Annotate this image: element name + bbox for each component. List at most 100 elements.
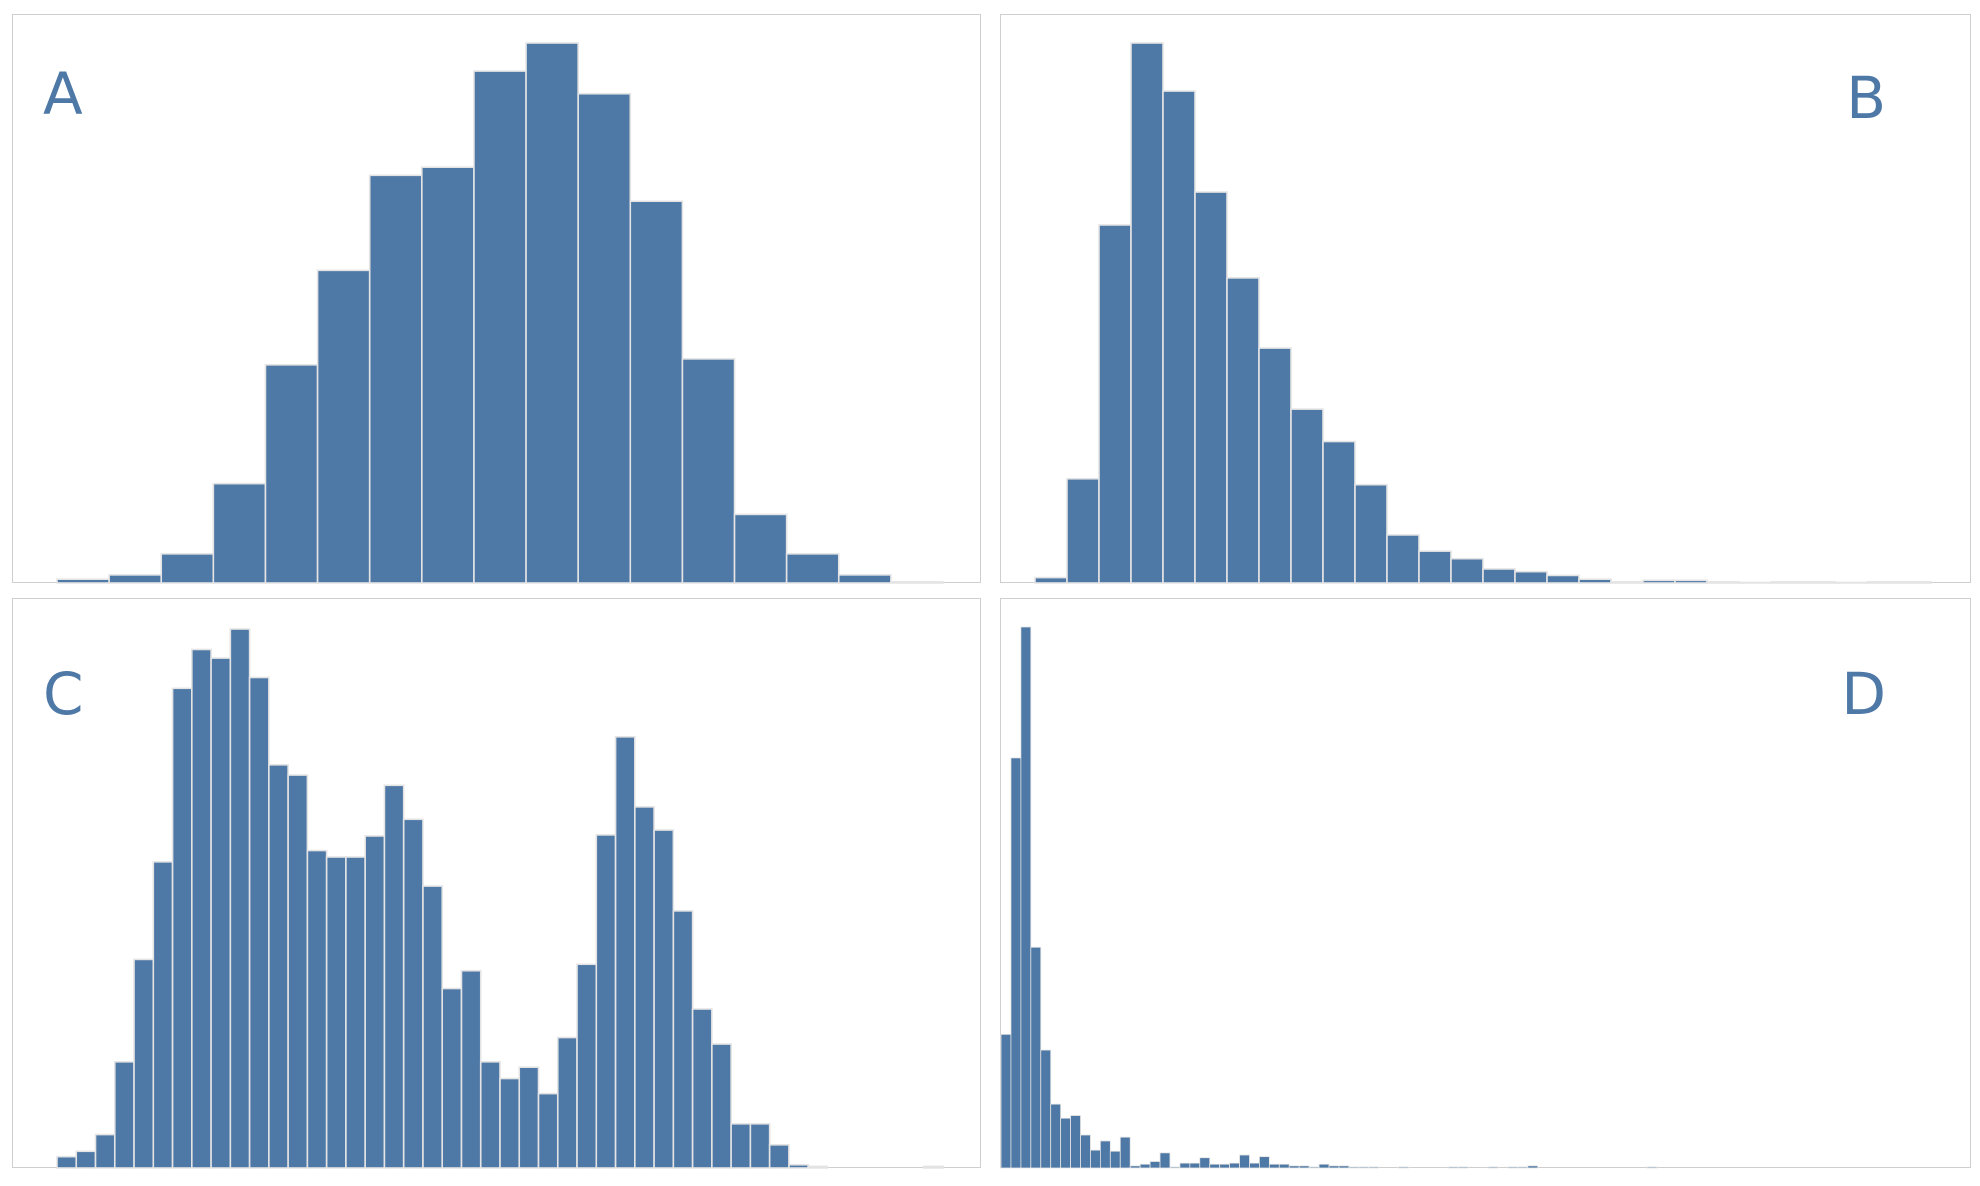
histogram-b-bar <box>1322 440 1356 584</box>
histogram-a-bar <box>160 553 215 584</box>
histogram-b-bar <box>1514 570 1548 584</box>
histogram-b-bar <box>1066 477 1100 584</box>
histogram-a-bar <box>56 578 110 584</box>
histogram-b-bar <box>1482 568 1516 584</box>
histogram-panel-d: D <box>1000 598 1971 1169</box>
histogram-d-bar <box>1298 1165 1310 1169</box>
histogram-a-bar <box>368 174 423 584</box>
histogram-c-bar <box>345 856 366 1169</box>
histogram-d-bar <box>1010 757 1022 1169</box>
histogram-a-bar <box>785 553 840 584</box>
histogram-c-bar <box>383 784 405 1169</box>
histogram-d-bar <box>1239 1154 1250 1169</box>
histogram-d-bar <box>1457 1166 1469 1169</box>
histogram-b-bar <box>1162 90 1196 584</box>
histogram-panel-c: C <box>12 598 981 1169</box>
histogram-b-bar <box>1770 581 1804 584</box>
histogram-c-bar <box>75 1150 97 1169</box>
histogram-c-bar <box>210 657 232 1169</box>
histogram-c-bar <box>518 1066 540 1169</box>
histogram-a-bar <box>316 269 371 584</box>
histogram-c-bar <box>402 818 424 1169</box>
histogram-c-bar <box>807 1165 829 1169</box>
histogram-c-bar <box>364 835 386 1169</box>
histogram-b-bar <box>1706 581 1740 584</box>
histogram-c-bar <box>306 849 328 1169</box>
histogram-d-bar <box>1149 1161 1161 1169</box>
histogram-d-bar <box>1288 1165 1300 1169</box>
histogram-a-bar <box>473 70 527 584</box>
histogram-d-bar <box>1060 1117 1071 1169</box>
histogram-d-bar <box>1447 1166 1459 1169</box>
panel-label-c: C <box>43 660 84 728</box>
histogram-d-bar <box>1070 1115 1081 1169</box>
histogram-a-bar <box>733 513 788 584</box>
histogram-b-bar <box>1898 581 1932 584</box>
histogram-a-bar <box>108 574 163 584</box>
histogram-d-bar <box>1119 1136 1131 1169</box>
histogram-c-bar <box>229 628 251 1169</box>
histogram-d-bar <box>1507 1166 1519 1169</box>
histogram-c-bar <box>711 1043 732 1169</box>
histogram-c-bar <box>325 856 347 1169</box>
histogram-a-bar <box>421 166 475 584</box>
histogram-d-bar <box>1000 1033 1012 1169</box>
histogram-d-bar <box>1398 1166 1409 1169</box>
histogram-c-bar <box>672 910 694 1169</box>
histogram-a-bar <box>212 482 267 584</box>
histogram-c-bar <box>460 969 482 1169</box>
histogram-c-bar <box>749 1122 771 1169</box>
histogram-b-bar <box>1130 42 1164 584</box>
histogram-a-bar <box>525 42 579 584</box>
histogram-c-bar <box>537 1092 559 1169</box>
histogram-c-bar <box>113 1061 135 1169</box>
histogram-d-bar <box>1209 1163 1221 1169</box>
histogram-b-bar <box>1546 574 1580 584</box>
histogram-b-bar <box>1354 483 1388 584</box>
histogram-c-bar <box>634 806 655 1169</box>
histogram-d-bar <box>1109 1150 1121 1169</box>
histogram-b-bar <box>1642 579 1676 584</box>
histogram-d-bar <box>1169 1166 1181 1169</box>
histogram-d-bar <box>1080 1134 1091 1169</box>
histogram-d-bar <box>1189 1162 1201 1169</box>
histogram-d-bar <box>1050 1103 1062 1169</box>
histogram-d-bar <box>1229 1162 1240 1169</box>
histogram-a-bar <box>577 92 632 584</box>
histogram-d-bar <box>1487 1166 1499 1169</box>
histogram-b-bar <box>1386 534 1420 584</box>
histogram-c-bar <box>133 958 155 1169</box>
histogram-d-bar <box>1527 1165 1539 1169</box>
histogram-panel-b: B <box>1000 14 1971 584</box>
histogram-c-bar <box>653 829 675 1169</box>
histogram-b-bar <box>1258 347 1292 584</box>
histogram-d-bar <box>1099 1140 1111 1169</box>
histogram-d-bar <box>1129 1165 1141 1169</box>
panel-label-b: B <box>1846 64 1886 132</box>
histogram-b-bar <box>1194 191 1228 584</box>
histogram-panel-a: A <box>12 14 981 584</box>
histogram-d-bar <box>1159 1152 1171 1169</box>
histogram-c-bar <box>268 764 289 1169</box>
histogram-b-bar <box>1034 576 1068 584</box>
histogram-d-bar <box>1308 1166 1320 1169</box>
histogram-b-bar <box>1674 579 1708 584</box>
histogram-c-bar <box>287 774 309 1169</box>
histogram-d-bar <box>1348 1166 1360 1169</box>
histogram-b-bar <box>1226 277 1260 584</box>
histogram-d-bar <box>1268 1163 1280 1169</box>
histogram-d-bar <box>1368 1166 1380 1169</box>
histogram-d-bar <box>1517 1166 1529 1169</box>
panel-label-a: A <box>43 60 83 128</box>
histogram-c-bar <box>479 1061 501 1169</box>
histogram-c-bar <box>171 687 193 1169</box>
histogram-d-bar <box>1278 1163 1290 1169</box>
histogram-d-bar <box>1040 1049 1052 1169</box>
histogram-b-bar <box>1450 557 1484 584</box>
histogram-d-plot <box>1000 626 1658 1169</box>
histogram-d-bar <box>1139 1163 1151 1169</box>
histogram-c-bar <box>576 963 598 1169</box>
histogram-a-bar <box>681 358 736 584</box>
histogram-d-bar <box>1338 1165 1350 1169</box>
histogram-c-bar <box>191 648 212 1169</box>
